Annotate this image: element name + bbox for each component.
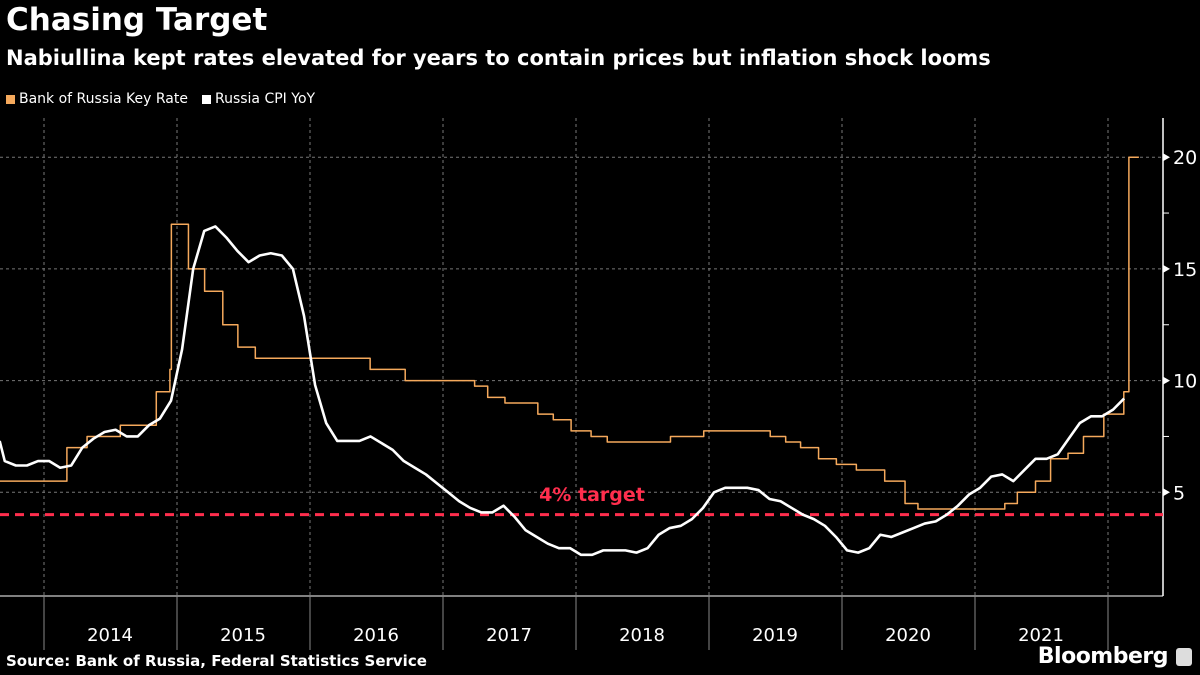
target-label: 4% target <box>539 484 645 506</box>
legend-swatch-key-rate <box>6 94 15 104</box>
chart-title: Chasing Target <box>6 2 268 38</box>
legend-swatch-cpi <box>201 94 211 104</box>
y-tick-label: 5 <box>1173 482 1185 504</box>
series-line-key-rate <box>0 156 1139 510</box>
bloomberg-logo: Bloomberg <box>1038 644 1192 669</box>
legend-label-cpi: Russia CPI YoY <box>214 91 316 107</box>
chart-subtitle: Nabiullina kept rates elevated for years… <box>6 46 991 70</box>
legend-label-key-rate: Bank of Russia Key Rate <box>19 91 188 107</box>
x-tick-label: 2014 <box>87 625 133 646</box>
x-tick-label: 2017 <box>486 625 532 646</box>
legend: Bank of Russia Key Rate Russia CPI YoY <box>6 91 315 107</box>
y-tick-marker <box>1163 376 1170 385</box>
x-tick-label: 2019 <box>752 625 798 646</box>
x-tick-label: 2021 <box>1018 625 1064 646</box>
x-tick-label: 2020 <box>885 625 931 646</box>
y-tick-marker <box>1163 488 1170 497</box>
x-tick-label: 2016 <box>353 625 399 646</box>
y-tick-label: 15 <box>1173 259 1197 281</box>
y-tick-marker <box>1163 264 1170 273</box>
logo-text: Bloomberg <box>1037 644 1169 669</box>
x-tick-label: 2015 <box>220 625 266 646</box>
y-tick-marker <box>1163 153 1170 162</box>
legend-item-cpi: Russia CPI YoY <box>201 91 316 107</box>
legend-item-key-rate: Bank of Russia Key Rate <box>6 91 188 107</box>
bloomberg-chart-icon <box>1176 647 1192 666</box>
x-tick-label: 2018 <box>619 625 665 646</box>
y-tick-label: 10 <box>1173 371 1197 393</box>
source-note: Source: Bank of Russia, Federal Statisti… <box>6 652 427 670</box>
y-tick-label: 20 <box>1173 147 1197 169</box>
